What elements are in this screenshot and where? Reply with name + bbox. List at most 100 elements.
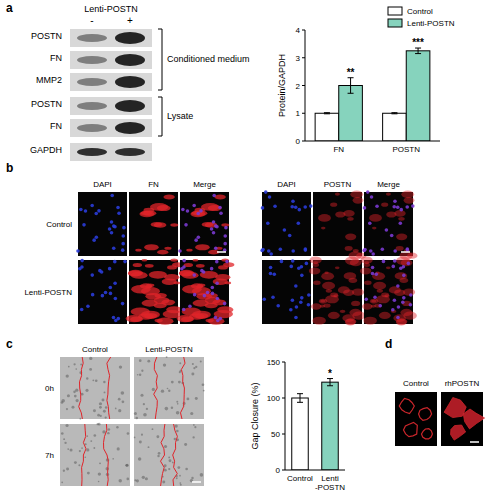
nucleus: [371, 252, 375, 256]
nucleus: [113, 260, 117, 264]
stain: [381, 203, 388, 207]
cell-speck: [121, 391, 125, 395]
nucleus: [300, 274, 304, 278]
y-tick: [282, 362, 285, 363]
stain: [154, 303, 167, 309]
nucleus: [305, 262, 309, 266]
stain: [154, 222, 167, 227]
micrograph: [126, 258, 184, 324]
stain: [386, 193, 391, 196]
image-bg: [262, 260, 311, 324]
nucleus: [309, 204, 313, 208]
nucleus: [178, 249, 182, 253]
cell-speck: [90, 440, 92, 442]
cell-speck: [105, 406, 108, 409]
cell-speck: [99, 402, 102, 405]
cell-speck: [99, 462, 101, 464]
nucleus: [206, 291, 210, 295]
cell-speck: [162, 481, 165, 484]
stain: [309, 268, 321, 275]
nucleus: [218, 206, 222, 210]
cell-speck: [81, 447, 83, 449]
stain: [157, 205, 171, 211]
group-bracket: [158, 29, 162, 90]
nucleus: [113, 281, 117, 285]
nucleus: [269, 266, 273, 270]
cell-speck: [118, 398, 121, 401]
nucleus: [219, 317, 223, 321]
nucleus: [95, 236, 99, 240]
cell-speck: [98, 481, 100, 483]
cell-speck: [179, 371, 181, 373]
nucleus: [182, 265, 186, 269]
stain: [135, 249, 141, 252]
y-tick-label: 2: [296, 82, 301, 91]
column-label: Control: [82, 345, 108, 354]
micrograph: [362, 190, 417, 259]
stain: [350, 191, 363, 199]
micrograph: [260, 190, 312, 256]
cell-speck: [119, 365, 122, 368]
cell-speck: [164, 445, 167, 448]
cell-speck: [163, 363, 166, 366]
scale-bar: [192, 481, 201, 483]
cell: [444, 398, 466, 418]
error-cap: [415, 53, 421, 54]
nucleus: [225, 260, 229, 264]
cell-speck: [180, 484, 182, 486]
y-tick-label: 0: [276, 466, 281, 475]
lane-label: -: [90, 15, 93, 26]
cell-speck: [202, 383, 205, 386]
cell-speck: [134, 437, 136, 439]
cell-speck: [142, 476, 145, 479]
stain: [149, 271, 167, 279]
y-tick-label: 3: [296, 54, 301, 63]
cell-speck: [97, 414, 100, 417]
image-bg: [134, 357, 204, 419]
cell-speck: [192, 363, 194, 365]
micrograph: [262, 259, 311, 324]
cell-speck: [140, 394, 143, 397]
blot-band: [77, 78, 107, 86]
wound-image: [134, 356, 205, 419]
nucleus: [289, 308, 293, 312]
nucleus: [393, 199, 397, 203]
nucleus: [276, 304, 280, 308]
nucleus: [219, 211, 223, 215]
nucleus: [271, 295, 275, 299]
nucleus: [223, 302, 227, 306]
cell-speck: [85, 389, 88, 392]
nucleus: [214, 316, 218, 320]
nucleus: [366, 190, 370, 194]
cell-speck: [67, 394, 70, 397]
x-tick-label: Lenti-POSTN: [315, 474, 345, 492]
cell-speck: [185, 468, 188, 471]
nucleus: [82, 223, 86, 227]
nucleus: [97, 209, 101, 213]
stain: [370, 299, 378, 304]
y-tick: [282, 398, 285, 399]
cell: [422, 429, 433, 439]
nucleus: [101, 294, 105, 298]
column-label: rhPOSTN: [445, 379, 480, 388]
error-line: [418, 48, 419, 54]
nucleus: [121, 242, 125, 246]
nucleus: [199, 209, 203, 213]
stain: [162, 278, 177, 284]
stain: [330, 293, 338, 298]
stain: [311, 303, 321, 309]
wound-edge: [161, 424, 165, 486]
cell-speck: [73, 363, 75, 365]
blot-row-label: POSTN: [31, 99, 62, 109]
cell-speck: [117, 447, 120, 450]
stain: [313, 280, 320, 284]
stain: [319, 299, 327, 304]
cell: [399, 398, 414, 413]
cell-speck: [74, 395, 77, 398]
nucleus: [98, 269, 102, 273]
nucleus: [374, 272, 378, 276]
x-axis: [305, 141, 440, 142]
significance-label: ***: [412, 37, 424, 48]
stain: [353, 249, 359, 253]
cell-speck: [86, 448, 89, 451]
